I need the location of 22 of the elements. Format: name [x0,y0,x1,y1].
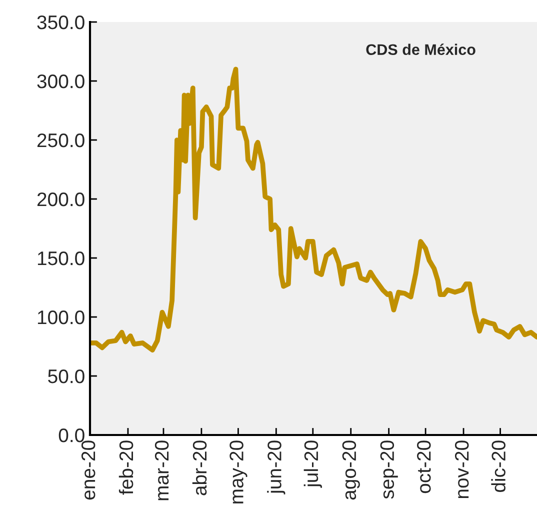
y-tick-label: 300.0 [37,74,84,88]
text: CDS de México [366,44,476,56]
x-tick-label: dic-20 [491,440,506,492]
y-tick-label: 50.0 [48,369,84,384]
y-tick-label: 150.0 [38,251,84,266]
x-tick-label: sep-20 [380,440,398,499]
y-tick-label: 250.0 [37,133,84,148]
x-tick-label: ene-20 [81,440,96,500]
x-tick-label: jul-20 [304,440,322,488]
x-tick-label: feb-20 [118,440,134,495]
x-tick-label: may-20 [230,440,248,504]
x-tick-label: oct-20 [417,440,431,494]
y-tick-label: 200.0 [37,192,84,206]
x-tick-label: mar-20 [154,440,169,500]
x-tick-label: nov-20 [454,440,469,498]
y-tick-label: 350.0 [37,15,84,30]
x-tick-label: abr-20 [192,440,207,496]
y-tick-label: 0.0 [58,428,84,442]
x-tick-label: ago-20 [342,440,360,500]
y-tick-label: 100.0 [38,310,84,324]
x-tick-label: jun-20 [267,440,286,494]
line-series [90,66,537,352]
